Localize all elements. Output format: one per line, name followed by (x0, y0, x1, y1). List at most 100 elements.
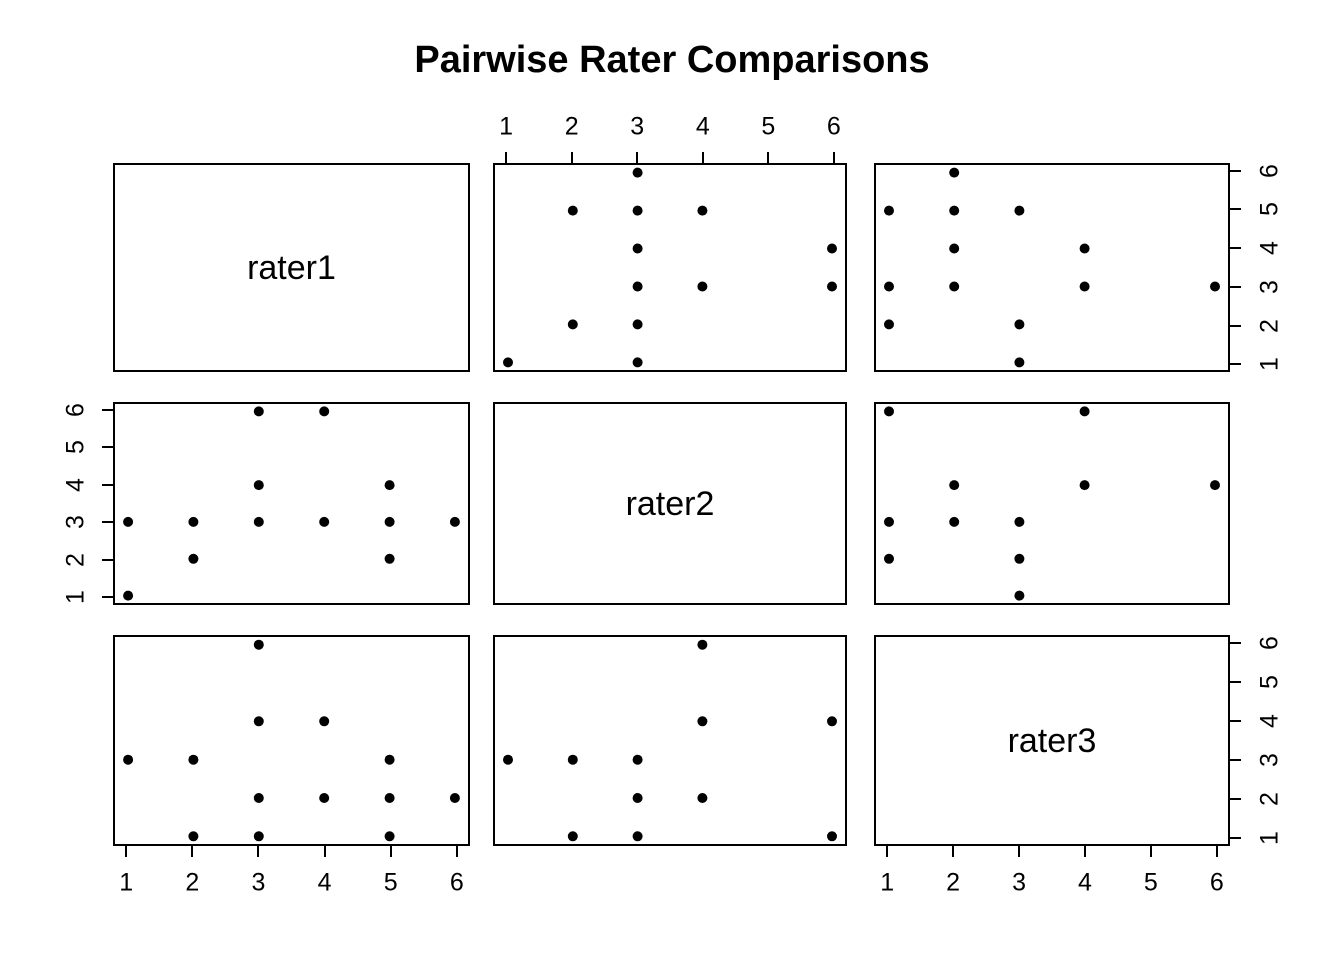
scatter-canvas (503, 167, 837, 368)
axis-tick-label: 5 (61, 440, 90, 455)
axis-tick (323, 846, 326, 857)
data-point (949, 243, 960, 254)
variable-label: rater1 (247, 248, 336, 287)
data-point (884, 281, 894, 292)
data-point (632, 357, 643, 368)
data-point (567, 831, 578, 842)
axis-tick-label: 5 (761, 112, 776, 141)
data-point (1014, 357, 1025, 368)
axis-tick (570, 152, 573, 163)
chart-title: Pairwise Rater Comparisons (414, 39, 930, 81)
data-point (449, 793, 460, 803)
axis-tick-label: 4 (1078, 868, 1092, 897)
data-point (1079, 243, 1090, 254)
data-point (319, 716, 330, 727)
axis-tick-label: 3 (1255, 753, 1284, 767)
data-point (697, 639, 708, 650)
data-point (384, 553, 395, 564)
scatter-panel-rater2-vs-rater1 (113, 402, 470, 605)
axis-tick (102, 408, 113, 411)
axis-tick (1083, 846, 1086, 857)
data-point (503, 357, 513, 368)
data-point (884, 406, 894, 417)
axis-tick (102, 483, 113, 486)
data-point (884, 516, 894, 527)
data-point (567, 319, 578, 330)
data-point (384, 480, 395, 491)
data-point (827, 831, 837, 842)
axis-tick (1215, 846, 1218, 857)
scatter-panel-rater3-vs-rater2 (493, 635, 847, 846)
axis-tick-label: 4 (1255, 714, 1284, 728)
data-point (253, 716, 264, 727)
data-point (1079, 480, 1090, 491)
axis-tick (1230, 208, 1241, 211)
axis-tick-label: 6 (1255, 635, 1284, 650)
axis-tick (832, 152, 835, 163)
axis-tick-label: 1 (1255, 831, 1284, 846)
data-point (827, 281, 837, 292)
axis-tick-label: 1 (1255, 357, 1284, 372)
axis-tick-label: 1 (880, 868, 895, 897)
axis-tick-label: 6 (61, 402, 90, 417)
data-point (123, 754, 134, 765)
axis-tick-label: 5 (1255, 674, 1284, 689)
scatter-canvas (123, 406, 460, 601)
data-point (449, 516, 460, 527)
axis-tick (636, 152, 639, 163)
axis-tick-label: 6 (449, 868, 464, 897)
scatter-panel-rater2-vs-rater3 (874, 402, 1230, 605)
data-point (697, 716, 708, 727)
axis-tick (1230, 680, 1241, 683)
axis-tick-label: 3 (61, 515, 90, 530)
axis-tick-label: 2 (564, 112, 579, 141)
data-point (632, 754, 643, 765)
axis-tick-label: 3 (251, 868, 266, 897)
axis-tick-label: 6 (1255, 163, 1284, 178)
axis-tick-label: 2 (946, 868, 961, 897)
diag-panel-rater3: rater3 (874, 635, 1230, 846)
data-point (884, 553, 894, 564)
axis-tick-label: 5 (1143, 868, 1158, 897)
data-point (949, 281, 960, 292)
variable-label: rater3 (1007, 721, 1097, 760)
axis-tick-label: 3 (1012, 868, 1026, 897)
data-point (123, 516, 134, 527)
axis-tick (1230, 285, 1241, 288)
data-point (1079, 406, 1090, 417)
axis-tick (125, 846, 128, 857)
scatter-canvas (884, 406, 1220, 601)
scatter-canvas (123, 639, 460, 842)
data-point (1210, 281, 1220, 292)
data-point (253, 406, 264, 417)
data-point (949, 516, 960, 527)
axis-tick-label: 5 (1255, 202, 1284, 217)
axis-tick-label: 1 (61, 590, 90, 605)
axis-tick (1230, 363, 1241, 366)
data-point (1079, 281, 1090, 292)
axis-tick-label: 3 (1255, 279, 1284, 294)
axis-tick (455, 846, 458, 857)
data-point (188, 754, 199, 765)
axis-tick (1230, 798, 1241, 801)
data-point (1210, 480, 1220, 491)
data-point (632, 167, 643, 178)
axis-tick (102, 596, 113, 599)
data-point (567, 754, 578, 765)
axis-tick-label: 4 (317, 868, 332, 897)
data-point (319, 793, 330, 803)
scatter-canvas (884, 167, 1220, 368)
data-point (697, 205, 708, 216)
axis-tick (952, 846, 955, 857)
data-point (253, 516, 264, 527)
axis-tick (102, 558, 113, 561)
data-point (1014, 590, 1025, 601)
axis-tick (102, 521, 113, 524)
axis-tick-label: 3 (630, 112, 645, 141)
data-point (253, 480, 264, 491)
data-point (632, 793, 643, 803)
data-point (384, 754, 395, 765)
axis-tick-label: 5 (383, 868, 398, 897)
axis-tick (886, 846, 889, 857)
scatter-panel-rater1-vs-rater3 (874, 163, 1230, 372)
